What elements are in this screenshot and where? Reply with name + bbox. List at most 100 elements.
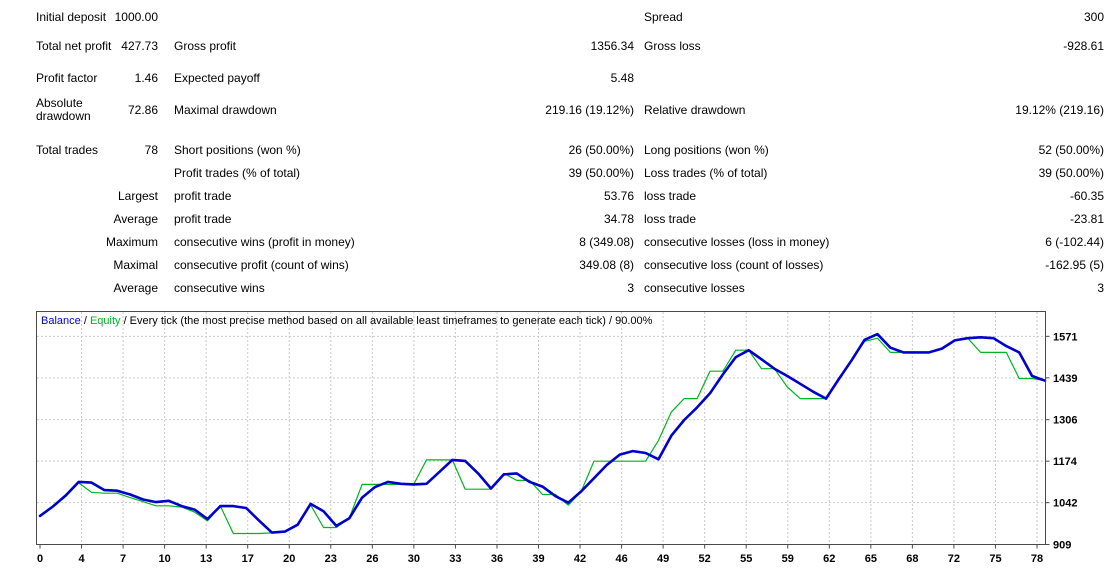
x-axis-label: 65: [865, 553, 877, 565]
stat-label: consecutive loss (count of losses): [644, 258, 824, 272]
stat-label: Profit trades (% of total): [174, 166, 301, 180]
equity-series-line: [39, 337, 1046, 535]
x-axis-label: 42: [574, 553, 586, 565]
stat-row: Absolute drawdown 72.86 Maximal drawdown 21…: [36, 93, 1104, 127]
x-axis-label: 39: [532, 553, 544, 565]
stat-value: 39 (50.00%): [568, 166, 634, 180]
stat-label: consecutive losses: [644, 281, 745, 295]
x-axis-label: 72: [948, 553, 960, 565]
stat-label: Long positions (won %): [644, 143, 769, 157]
stat-value: 52 (50.00%): [1038, 143, 1104, 157]
x-axis-label: 20: [283, 553, 295, 565]
stat-label: Gross loss: [644, 38, 701, 53]
y-axis-label: 1571: [1053, 331, 1077, 343]
x-axis-label: 36: [491, 553, 503, 565]
x-axis-label: 23: [325, 553, 337, 565]
stat-label: Initial deposit: [36, 10, 107, 24]
stats-table: Initial deposit 1000.00 Spread 300 Total net…: [36, 6, 1104, 300]
stat-label: Relative drawdown: [644, 102, 746, 117]
stat-value: 3: [1097, 281, 1104, 295]
stat-value: 219.16 (19.12%): [545, 102, 634, 117]
x-axis-label: 49: [657, 553, 669, 565]
stat-label: consecutive losses (loss in money): [644, 235, 830, 249]
stat-row: Profit trades (% of total) 39 (50.00%) Los…: [36, 162, 1104, 185]
chart-legend-part: Equity: [90, 315, 121, 327]
y-axis-label: 1306: [1053, 415, 1077, 427]
x-axis-label: 68: [906, 553, 918, 565]
stat-value: 78: [144, 143, 158, 157]
stat-value: 26 (50.00%): [568, 143, 634, 157]
stat-value: 1.46: [134, 70, 158, 85]
y-axis-label: 909: [1053, 540, 1071, 552]
balance-series-line: [38, 332, 1047, 534]
stat-row: Initial deposit 1000.00 Spread 300: [36, 6, 1104, 29]
x-axis-label: 26: [366, 553, 378, 565]
stat-row: Largest profit trade 53.76 loss trade -60.35: [36, 185, 1104, 208]
x-axis-label: 7: [120, 553, 126, 565]
chart-canvas: 0 4 7 10 13 17 20 23 26 30 33 36 39 42 46 49 52 55 59 62 65 6…: [36, 311, 1078, 565]
y-axis-label: 1174: [1053, 456, 1078, 468]
stat-value: 427.73: [121, 38, 158, 53]
stat-row: Maximal consecutive profit (count of wins…: [36, 254, 1104, 277]
stat-value: -162.95 (5): [1045, 258, 1104, 272]
stat-row: Profit factor 1.46 Expected payoff 5.48: [36, 63, 1104, 93]
stat-label: consecutive wins: [174, 281, 265, 295]
stat-value: Maximum: [105, 235, 158, 249]
stat-label: Maximal drawdown: [174, 102, 277, 117]
stat-value: 39 (50.00%): [1038, 166, 1104, 180]
stat-label: profit trade: [174, 212, 232, 226]
y-axis-label: 1042: [1053, 498, 1077, 510]
stat-label: consecutive profit (count of wins): [174, 258, 349, 272]
stat-value: 6 (-102.44): [1045, 235, 1104, 249]
stat-label: Expected payoff: [174, 70, 260, 85]
stat-row: Total net profit 427.73 Gross profit 1356.3…: [36, 29, 1104, 63]
x-axis-label: 13: [200, 553, 212, 565]
stat-value: Maximal: [113, 258, 158, 272]
stat-row: Average profit trade 34.78 loss trade -23.81: [36, 208, 1104, 231]
stat-value: 1356.34: [590, 38, 634, 53]
stat-label: Spread: [644, 10, 683, 24]
stat-label: Absolute drawdown: [36, 96, 91, 123]
chart-legend-part: Balance: [41, 315, 81, 327]
x-axis-label: 62: [823, 553, 835, 565]
stat-label: Short positions (won %): [174, 143, 301, 157]
stat-value: Largest: [117, 189, 158, 203]
x-axis-label: 59: [782, 553, 794, 565]
x-axis-label: 75: [989, 553, 1001, 565]
y-axis-label: 1439: [1053, 373, 1077, 385]
stat-label: loss trade: [644, 212, 697, 226]
stat-label: Total net profit: [36, 38, 112, 53]
stat-row: Average consecutive wins 3 consecutive loss…: [36, 277, 1104, 300]
chart-border: [36, 311, 1046, 545]
chart-legend: Balance / Equity / Every tick (the most …: [41, 315, 653, 327]
stat-value: 3: [627, 281, 634, 295]
stat-value: 53.76: [603, 189, 634, 203]
x-axis-label: 17: [242, 553, 254, 565]
stat-value: 8 (349.08): [579, 235, 634, 249]
stat-label: profit trade: [174, 189, 232, 203]
stat-value: 349.08 (8): [579, 258, 634, 272]
balance-equity-chart: 0 4 7 10 13 17 20 23 26 30 33 36 39 42 46 49 52 55 59 62 65 6…: [36, 311, 1119, 569]
stat-label: loss trade: [644, 189, 697, 203]
x-axis-label: 0: [37, 553, 43, 565]
stat-label: consecutive wins (profit in money): [174, 235, 355, 249]
plot-background: [36, 311, 1046, 545]
stat-value: 72.86: [127, 102, 158, 117]
stat-value: Average: [113, 281, 158, 295]
chart-legend-part: / Every tick (the most precise method ba…: [121, 315, 653, 327]
x-axis-label: 78: [1031, 553, 1043, 565]
x-axis-label: 33: [449, 553, 461, 565]
x-axis-label: 52: [699, 553, 711, 565]
stat-value: 300: [1083, 10, 1104, 24]
stat-label: Profit factor: [36, 70, 98, 85]
stat-value: 1000.00: [114, 10, 158, 24]
stat-label: Gross profit: [174, 38, 237, 53]
x-axis-label: 46: [615, 553, 627, 565]
x-axis-label: 4: [78, 553, 85, 565]
stat-row: Maximum consecutive wins (profit in money…: [36, 231, 1104, 254]
stat-label: Loss trades (% of total): [644, 166, 768, 180]
stat-value: 19.12% (219.16): [1015, 102, 1104, 117]
chart-legend-part: /: [81, 315, 90, 327]
stat-value: -23.81: [1069, 212, 1104, 226]
